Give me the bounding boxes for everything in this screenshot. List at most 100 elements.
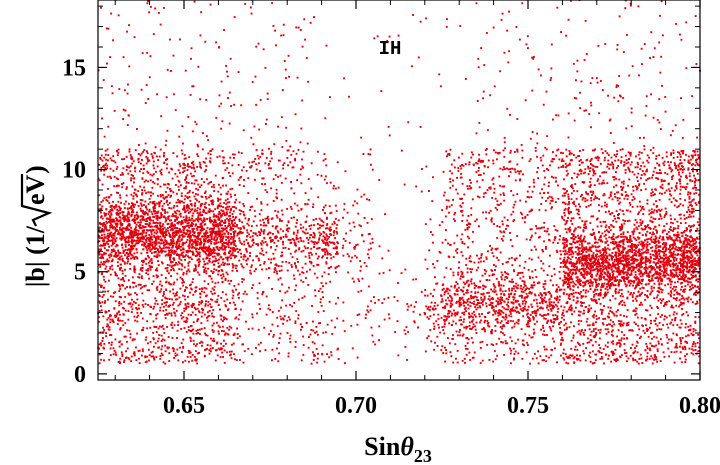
data-point bbox=[218, 233, 221, 236]
data-point bbox=[415, 278, 417, 281]
data-point bbox=[326, 257, 329, 259]
data-point bbox=[262, 224, 265, 227]
data-point bbox=[446, 287, 449, 290]
data-point bbox=[196, 219, 199, 221]
data-point bbox=[550, 329, 553, 332]
data-point bbox=[190, 203, 193, 206]
data-point bbox=[512, 220, 515, 223]
data-point bbox=[224, 228, 227, 230]
data-point bbox=[155, 255, 157, 258]
data-point bbox=[159, 170, 162, 173]
data-point bbox=[228, 205, 231, 208]
data-point bbox=[553, 305, 556, 308]
data-point bbox=[223, 162, 226, 165]
data-point bbox=[212, 210, 214, 213]
data-point bbox=[109, 253, 112, 256]
data-point bbox=[170, 238, 172, 241]
data-point bbox=[118, 301, 121, 303]
data-point bbox=[194, 290, 197, 293]
data-point bbox=[560, 316, 563, 319]
data-point bbox=[200, 219, 203, 222]
data-point bbox=[135, 239, 137, 242]
data-point bbox=[136, 293, 138, 296]
data-point bbox=[101, 228, 104, 230]
data-point bbox=[537, 294, 540, 297]
data-point bbox=[147, 180, 149, 183]
data-point bbox=[198, 231, 201, 234]
data-point bbox=[161, 324, 164, 327]
data-point bbox=[210, 240, 213, 243]
data-point bbox=[223, 318, 226, 321]
data-point bbox=[197, 220, 200, 223]
data-point bbox=[313, 243, 316, 245]
data-point bbox=[175, 212, 178, 215]
data-point bbox=[180, 268, 183, 271]
data-point bbox=[282, 236, 285, 238]
data-point bbox=[259, 232, 262, 234]
data-point bbox=[217, 218, 220, 221]
data-point bbox=[136, 234, 139, 237]
data-point bbox=[185, 241, 188, 244]
data-point bbox=[150, 231, 153, 233]
data-point bbox=[229, 193, 232, 196]
data-point bbox=[305, 215, 308, 218]
data-point bbox=[121, 224, 123, 227]
data-point bbox=[426, 316, 429, 319]
data-point bbox=[135, 226, 137, 229]
data-point bbox=[286, 208, 289, 210]
data-point bbox=[302, 166, 305, 169]
data-point bbox=[224, 253, 227, 256]
data-point bbox=[107, 236, 110, 239]
data-point bbox=[129, 248, 132, 250]
data-point bbox=[223, 233, 226, 235]
data-point bbox=[157, 241, 160, 244]
data-point bbox=[466, 226, 469, 229]
data-point bbox=[130, 236, 133, 238]
data-point bbox=[207, 267, 210, 270]
data-point bbox=[147, 348, 150, 351]
data-point bbox=[300, 279, 303, 282]
data-point bbox=[358, 313, 361, 316]
data-point bbox=[523, 281, 526, 283]
data-point bbox=[203, 170, 206, 173]
data-point bbox=[230, 257, 232, 260]
data-point bbox=[510, 292, 513, 295]
data-point bbox=[121, 223, 124, 225]
data-point bbox=[219, 326, 221, 329]
data-point bbox=[441, 306, 444, 309]
data-point bbox=[197, 237, 199, 239]
data-point bbox=[182, 226, 184, 228]
data-point bbox=[171, 224, 174, 227]
data-point bbox=[187, 305, 190, 308]
data-point bbox=[360, 289, 363, 292]
data-point bbox=[546, 227, 549, 230]
data-point bbox=[499, 289, 502, 292]
data-point bbox=[449, 294, 451, 297]
data-point bbox=[348, 255, 350, 258]
data-point bbox=[471, 302, 473, 305]
data-point bbox=[310, 187, 313, 190]
data-point bbox=[551, 158, 554, 160]
data-point bbox=[510, 309, 513, 312]
data-point bbox=[165, 196, 168, 198]
data-point bbox=[132, 195, 135, 198]
data-point bbox=[357, 278, 360, 281]
data-point bbox=[193, 235, 196, 237]
data-point bbox=[250, 353, 253, 356]
data-point bbox=[102, 164, 105, 167]
data-point bbox=[238, 184, 241, 186]
data-point bbox=[531, 270, 534, 273]
data-point bbox=[397, 354, 400, 357]
data-point bbox=[174, 224, 176, 227]
data-point bbox=[105, 325, 108, 328]
data-point bbox=[475, 303, 478, 306]
data-point bbox=[444, 307, 446, 309]
data-point bbox=[233, 285, 236, 287]
data-point bbox=[168, 352, 171, 355]
data-point bbox=[245, 259, 248, 262]
data-point bbox=[523, 266, 526, 269]
data-point bbox=[200, 225, 203, 228]
data-point bbox=[493, 273, 496, 276]
data-point bbox=[199, 243, 202, 246]
data-point bbox=[167, 194, 170, 197]
